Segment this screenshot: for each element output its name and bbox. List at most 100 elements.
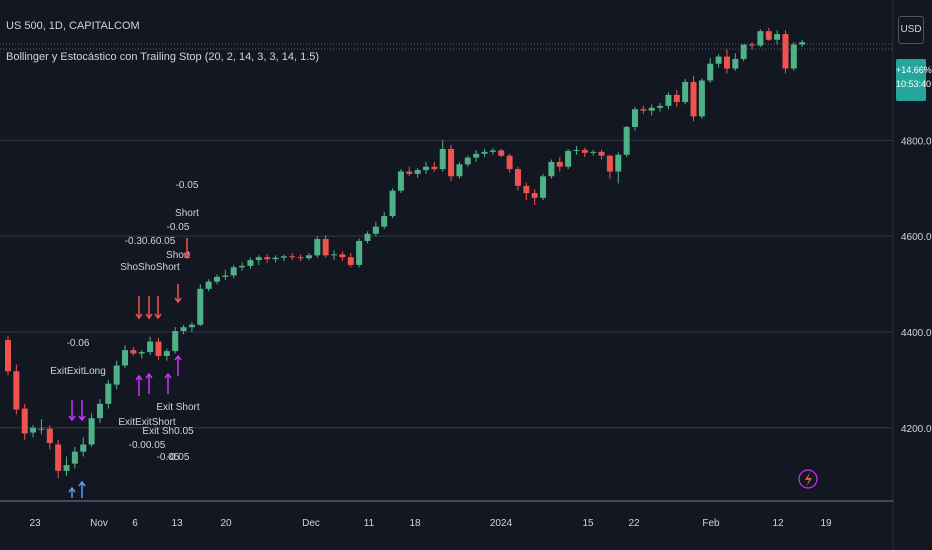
candle <box>799 42 806 45</box>
candle <box>556 161 563 167</box>
candle <box>774 34 781 40</box>
candles <box>5 27 806 479</box>
price-change: +14.66% <box>896 65 932 75</box>
x-tick-label: 11 <box>364 518 375 529</box>
candle <box>180 327 187 332</box>
candle <box>531 193 538 198</box>
y-tick-label: 4200.0 <box>901 424 932 435</box>
y-tick-label: 4800.0 <box>901 136 932 147</box>
y-tick-label: 4400.0 <box>901 328 932 339</box>
candle <box>138 352 145 354</box>
chart-title: US 500, 1D, CAPITALCOM <box>6 20 140 32</box>
candle <box>322 239 329 256</box>
candle <box>21 408 28 434</box>
candle <box>514 169 521 186</box>
candle <box>423 166 429 171</box>
annotation-sublabel: ExitExitLong <box>50 366 106 377</box>
candle <box>498 150 505 156</box>
x-axis[interactable]: 23 Nov 6 13 20 Dec 11 18 2024 15 22 Feb 12 19 <box>29 518 832 529</box>
candle <box>80 444 87 452</box>
candle <box>188 324 195 328</box>
candle <box>130 350 137 354</box>
x-tick-label: 23 <box>29 518 41 529</box>
last-price-badge: +14.66% 10:53:40 <box>896 59 932 101</box>
currency-button[interactable]: USD <box>898 16 924 44</box>
y-axis[interactable]: 4200.0 4400.0 4600.0 4800.0 <box>901 136 932 434</box>
x-tick-label: Feb <box>702 518 720 529</box>
signal-arrowhead <box>174 354 182 361</box>
candle <box>347 257 354 265</box>
annotation-sublabel: ShoShoShort <box>120 262 180 273</box>
candle <box>439 148 446 170</box>
annotation-label: -0.05 <box>176 180 199 191</box>
annotation-sublabel: Short <box>166 250 190 261</box>
signal-arrowhead <box>145 313 153 320</box>
candle <box>606 155 613 172</box>
candle <box>565 150 572 167</box>
candle <box>782 34 789 69</box>
candle <box>255 257 262 261</box>
candle <box>264 257 271 260</box>
x-tick-label: 15 <box>582 518 594 529</box>
candle <box>305 255 312 259</box>
candle <box>272 257 279 260</box>
candle <box>448 148 455 177</box>
candle <box>205 281 212 289</box>
candle <box>381 216 388 227</box>
candle <box>690 81 697 117</box>
candle <box>105 383 112 404</box>
candle <box>590 151 597 153</box>
candle <box>749 44 756 46</box>
candle <box>715 56 722 64</box>
signal-arrowhead <box>68 415 76 422</box>
lightning-icon[interactable] <box>798 469 818 489</box>
signal-arrowhead <box>78 415 86 422</box>
candle <box>88 418 95 445</box>
grid-lines <box>0 0 894 550</box>
annotation-sublabel: Short <box>175 208 199 219</box>
candle <box>230 267 237 276</box>
candle <box>523 185 530 194</box>
candle <box>339 254 346 258</box>
candle <box>372 226 379 234</box>
candle <box>406 171 413 174</box>
signal-arrowhead <box>135 374 143 381</box>
candle <box>464 157 471 165</box>
candle <box>331 254 338 256</box>
candle <box>414 170 421 174</box>
candle <box>397 171 404 191</box>
candle <box>632 109 638 127</box>
x-tick-label: 20 <box>220 518 232 529</box>
candle <box>623 126 630 155</box>
candle <box>732 58 739 69</box>
annotation-label: -0.06 <box>67 338 90 349</box>
candle <box>172 331 179 352</box>
candle <box>71 451 78 464</box>
signal-arrowhead <box>78 480 86 487</box>
candle <box>757 31 764 46</box>
indicator-label[interactable]: Bollinger y Estocástico con Trailing Sto… <box>6 51 320 63</box>
x-tick-label: 6 <box>132 518 138 529</box>
candle <box>548 161 555 177</box>
candle <box>30 427 37 433</box>
x-tick-label: Nov <box>90 518 108 529</box>
candle <box>147 341 154 353</box>
candle <box>389 190 396 217</box>
candle <box>707 63 714 81</box>
candle <box>222 275 229 277</box>
candle <box>598 151 605 156</box>
candle <box>573 149 580 151</box>
candle <box>163 351 170 356</box>
candle <box>657 105 664 108</box>
candle <box>239 265 246 268</box>
annotation-sublabel: -0.05 <box>157 452 180 463</box>
candle <box>297 257 304 259</box>
signal-annotations: -0.05 Short -0.05 Short -0.30.60.05 ShoShoSho… <box>50 180 200 498</box>
candle <box>197 288 204 325</box>
candle <box>280 256 287 258</box>
signal-arrowhead <box>145 372 153 379</box>
candle <box>314 239 321 256</box>
candle <box>46 428 53 444</box>
signal-arrowhead <box>174 297 182 304</box>
